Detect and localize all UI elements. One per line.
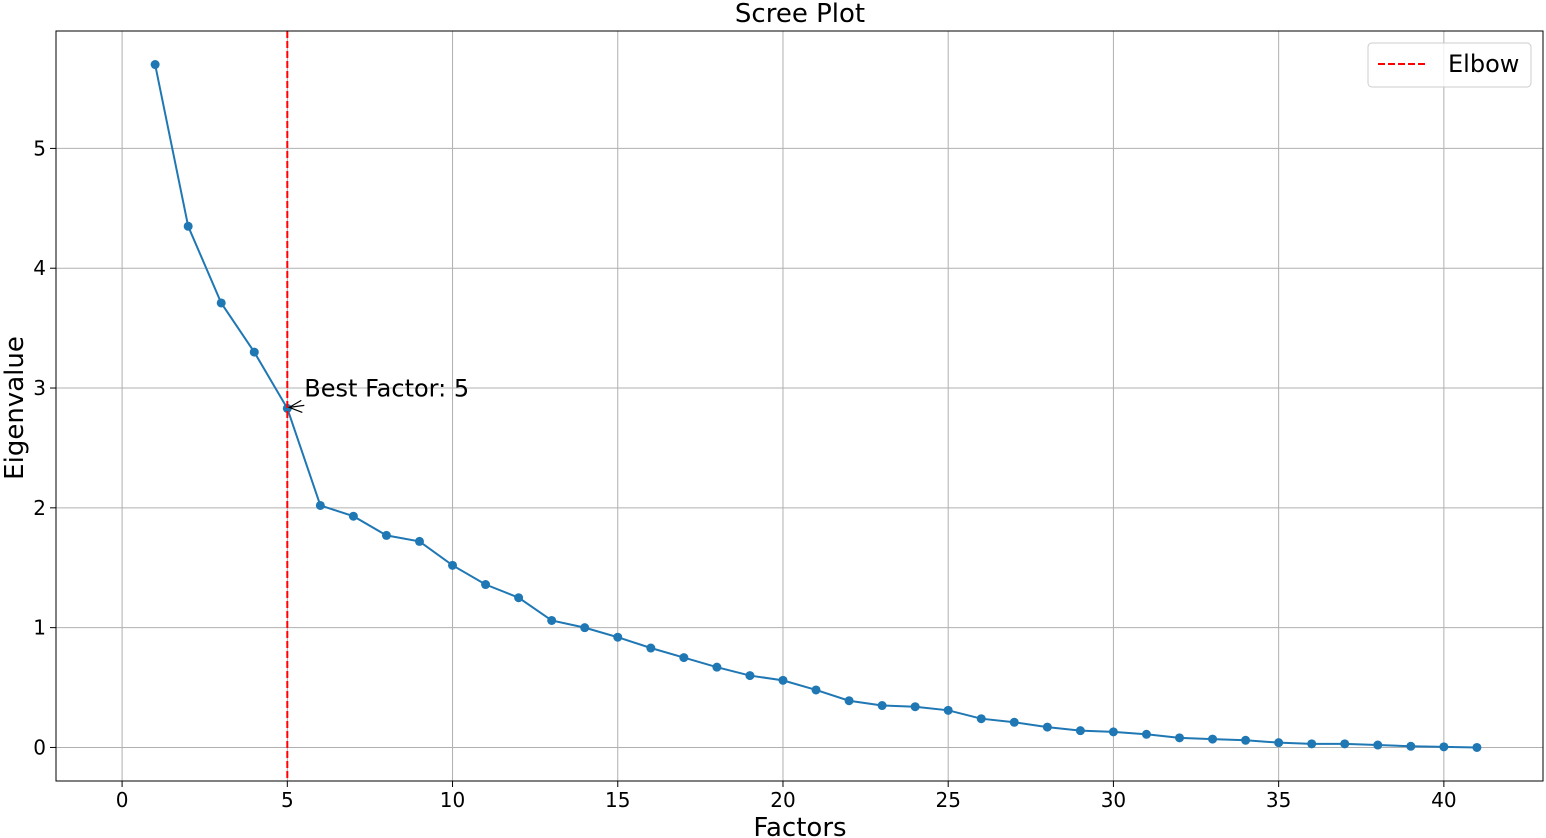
y-tick-label: 0	[33, 735, 46, 759]
chart-title: Scree Plot	[735, 0, 865, 29]
data-point	[877, 701, 887, 711]
y-axis-label: Eigenvalue	[0, 336, 30, 480]
data-point	[811, 685, 821, 695]
x-tick-label: 15	[605, 788, 630, 812]
legend: Elbow	[1367, 42, 1532, 88]
data-point	[976, 714, 986, 724]
data-point	[216, 298, 226, 308]
annotation: Best Factor: 5	[287, 374, 469, 413]
x-tick-label: 20	[770, 788, 795, 812]
plot-frame	[55, 30, 1544, 782]
x-tick-label: 5	[281, 788, 294, 812]
data-point	[1373, 740, 1383, 750]
data-point	[1241, 735, 1251, 745]
annotation-text: Best Factor: 5	[304, 374, 469, 402]
data-point	[580, 623, 590, 633]
data-point	[1075, 726, 1085, 736]
data-point	[646, 643, 656, 653]
data-point	[448, 560, 458, 570]
data-point	[150, 60, 160, 70]
annotation-arrow-head	[287, 399, 303, 413]
data-point	[249, 347, 259, 357]
data-point	[547, 615, 557, 625]
y-tick-label: 3	[33, 376, 46, 400]
y-tick-label: 5	[33, 136, 46, 160]
data-point	[348, 511, 358, 521]
data-point	[679, 653, 689, 663]
x-axis-ticks: 0 5 10 15 20 25 30 35 40	[116, 781, 1457, 812]
data-point	[481, 580, 491, 590]
y-axis-ticks: 0 1 2 3 4 5	[33, 136, 56, 759]
y-tick-label: 2	[33, 496, 46, 520]
data-point	[844, 696, 854, 706]
legend-box	[1367, 42, 1532, 88]
y-tick-label: 1	[33, 616, 46, 640]
annotation-arrow-shaft	[289, 404, 305, 408]
plot-elements	[150, 31, 1482, 781]
data-point	[1472, 742, 1482, 752]
data-point	[1274, 738, 1284, 748]
data-point	[1307, 739, 1317, 749]
data-point	[1108, 727, 1118, 737]
data-point	[910, 702, 920, 712]
x-tick-label: 10	[440, 788, 465, 812]
data-point	[1208, 734, 1218, 744]
x-tick-label: 25	[935, 788, 960, 812]
data-point	[183, 221, 193, 231]
data-point	[1406, 741, 1416, 751]
data-point	[315, 500, 325, 510]
data-point	[1439, 742, 1449, 752]
x-axis-label: Factors	[753, 813, 846, 838]
data-point	[745, 671, 755, 681]
data-point	[1340, 739, 1350, 749]
data-point	[712, 662, 722, 672]
x-tick-label: 0	[116, 788, 129, 812]
data-point	[1175, 733, 1185, 743]
data-point	[613, 632, 623, 642]
legend-label: Elbow	[1448, 50, 1519, 78]
x-tick-label: 30	[1101, 788, 1126, 812]
grid-lines	[56, 31, 1543, 781]
data-point	[943, 705, 953, 715]
data-point	[1009, 717, 1019, 727]
x-tick-label: 35	[1266, 788, 1291, 812]
data-point	[778, 675, 788, 685]
data-point	[282, 403, 292, 413]
x-tick-label: 40	[1431, 788, 1456, 812]
data-point	[514, 593, 524, 603]
data-point	[1141, 729, 1151, 739]
data-point	[381, 530, 391, 540]
data-point	[414, 536, 424, 546]
data-point	[1042, 722, 1052, 732]
y-tick-label: 4	[33, 256, 46, 280]
